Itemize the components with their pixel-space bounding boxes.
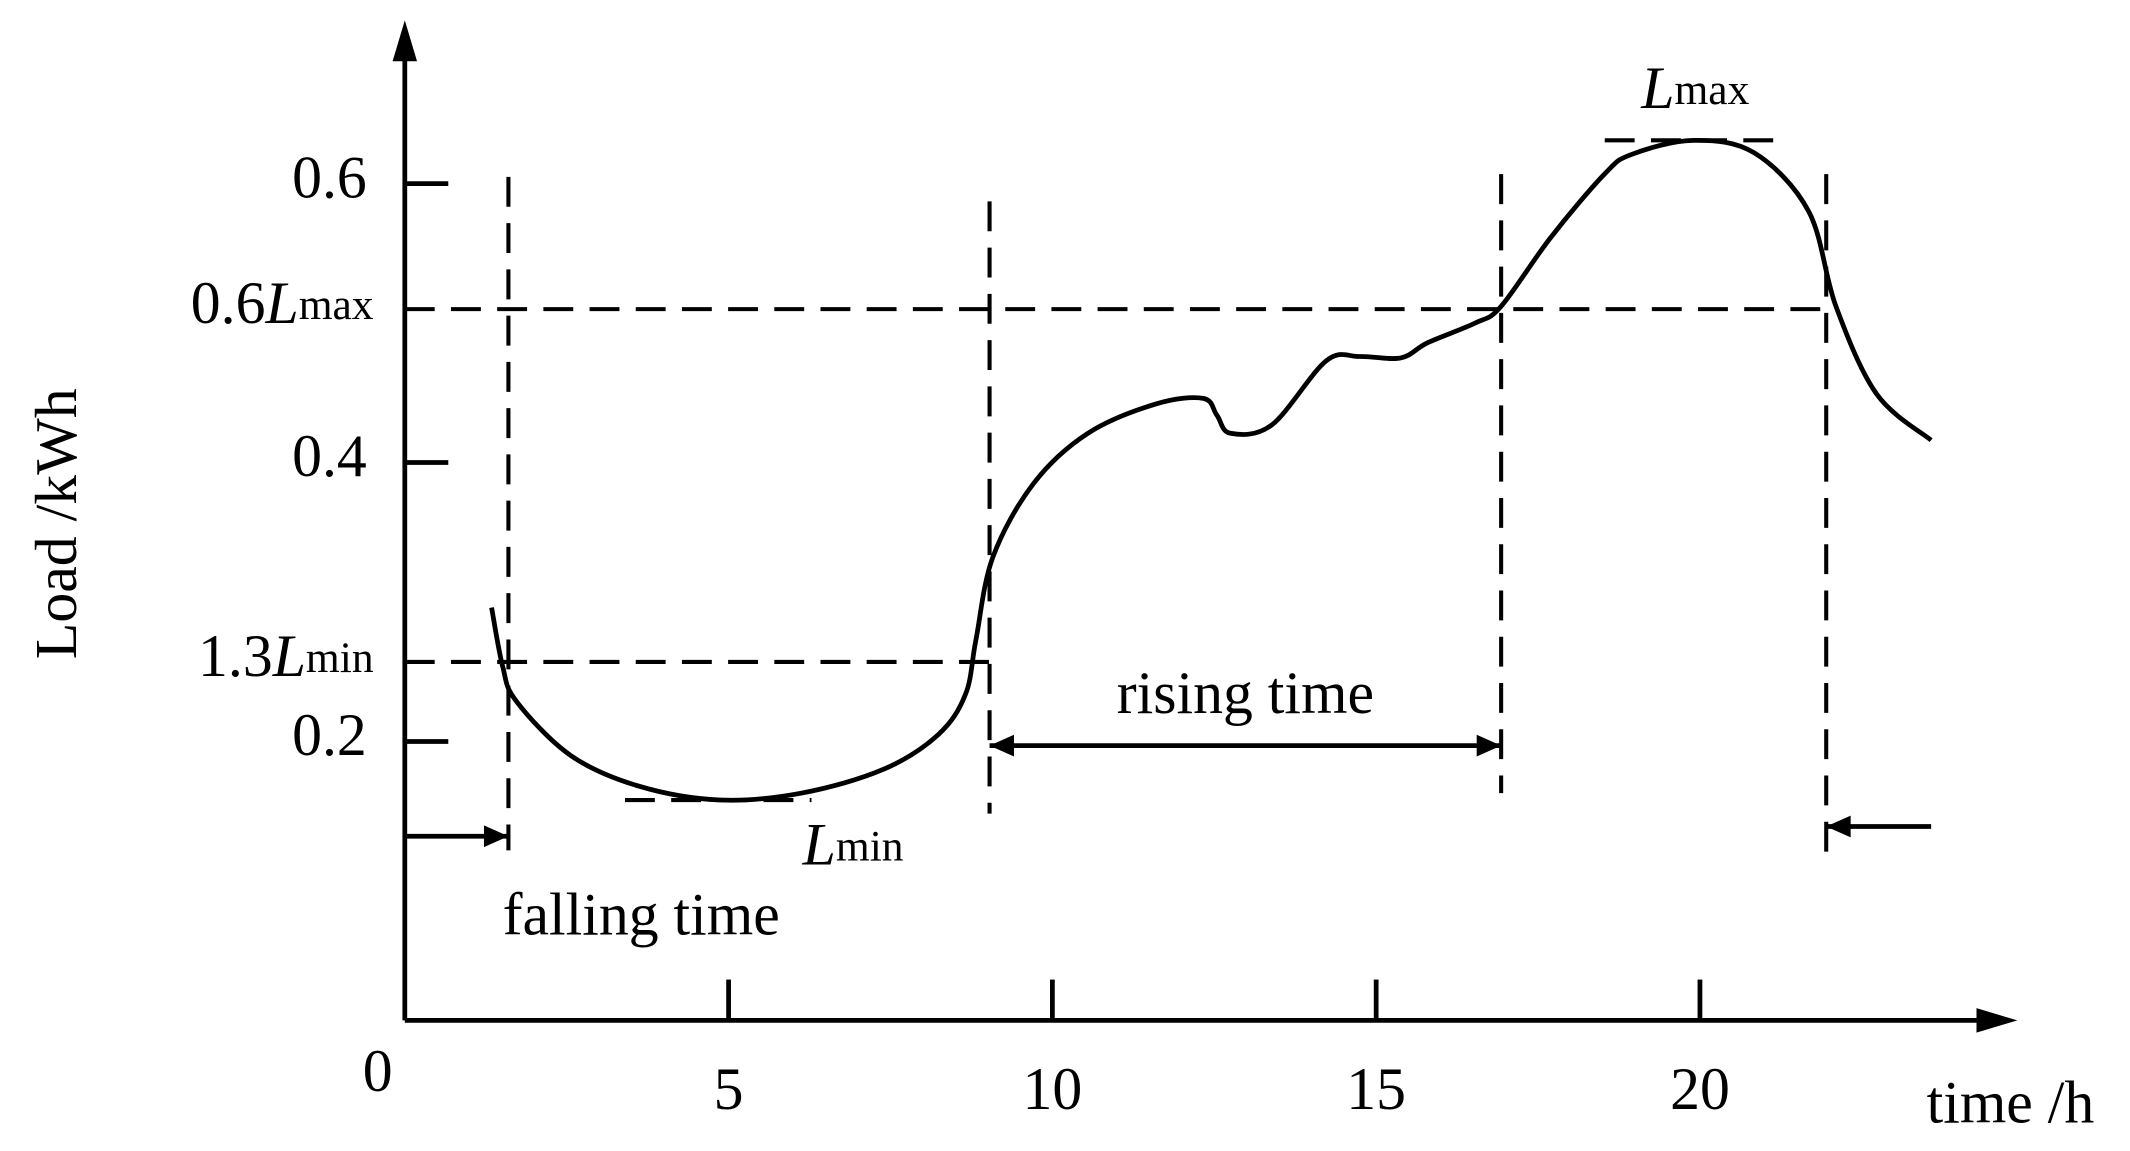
label-symbol: L [1640,55,1674,121]
span-arrowhead [483,825,509,848]
span-label: falling time [503,881,780,947]
x-axis-label: time /h [1927,1070,2095,1136]
extreme-label: Lmin [802,811,904,877]
reference-label: 1.3Lmin [198,623,374,689]
span-arrowhead [1476,734,1502,757]
axis-arrow [1976,1008,2018,1033]
label-sub: max [1675,66,1750,114]
label-coef: 0.6 [191,270,266,336]
label-symbol: L [272,623,306,689]
label-sub: min [306,634,374,682]
label-coef: 1.3 [198,623,273,689]
x-tick-label: 20 [1670,1056,1730,1122]
label-symbol: L [802,811,836,877]
span-arrowhead [1826,815,1851,838]
x-tick-label: 10 [1023,1056,1083,1122]
y-tick-label: 0.6 [292,144,367,210]
span-arrowhead [989,734,1015,757]
reference-label: 0.6Lmax [191,270,374,336]
y-tick-label: 0.2 [292,702,367,768]
x-tick-label: 0 [363,1038,393,1104]
x-tick-label: 5 [714,1056,744,1122]
load-curve [489,137,1933,803]
label-sub: max [299,281,374,329]
label-symbol: L [264,270,298,336]
span-label: rising time [1117,660,1374,726]
label-sub: min [836,822,904,870]
y-axis-label: Load /kWh [23,388,89,659]
y-tick-label: 0.4 [292,423,367,489]
extreme-label: Lmax [1640,55,1749,121]
axis-arrow [392,20,418,62]
x-tick-label: 15 [1346,1056,1406,1122]
